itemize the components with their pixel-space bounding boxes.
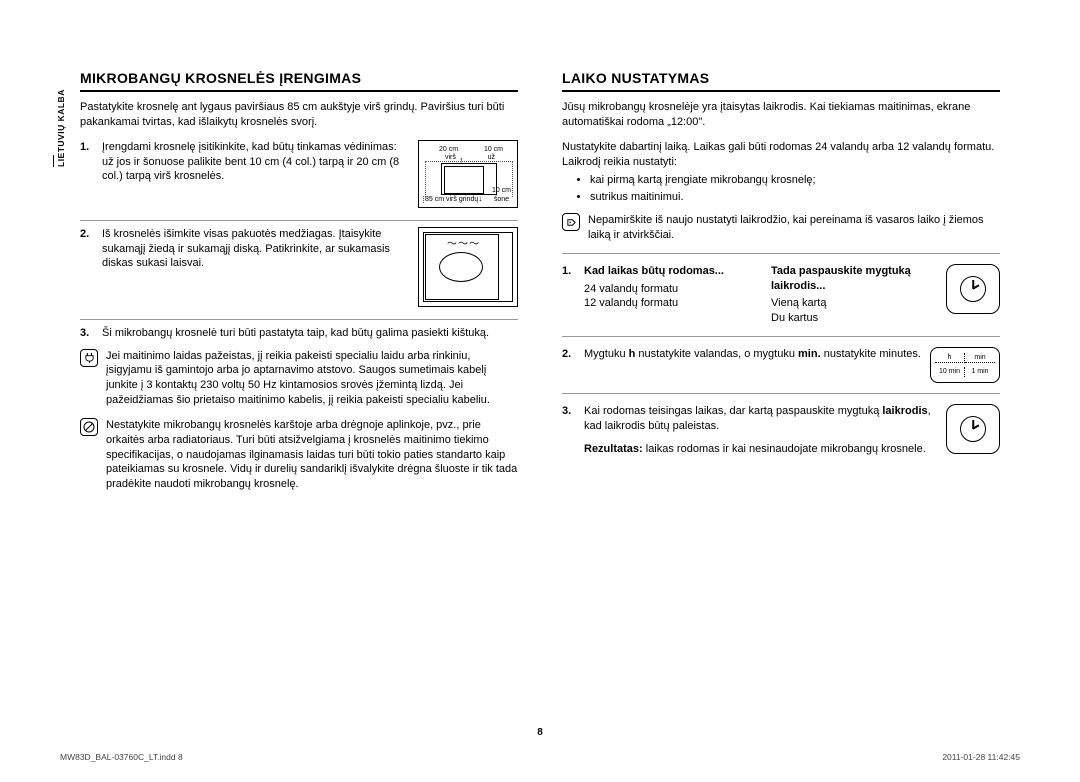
plug-icon (80, 349, 98, 367)
table-cell: Du kartus (771, 311, 938, 326)
bullet-item: kai pirmą kartą įrengiate mikrobangų kro… (590, 173, 1000, 188)
step-3: 3. Kai rodomas teisingas laikas, dar kar… (562, 400, 1000, 461)
note-block: Nepamirškite iš naujo nustatyti laikrodž… (562, 213, 1000, 243)
note-text: Nestatykite mikrobangų krosnelės karštoj… (106, 418, 518, 492)
left-column: MIKROBANGŲ KROSNELĖS ĮRENGIMAS Pastatyki… (80, 70, 528, 690)
list-item: 1. 20 cm 10 cm virš už ↑ 85 cm virš grin… (80, 140, 518, 214)
step-number: 2. (562, 347, 576, 362)
clearance-diagram: 20 cm 10 cm virš už ↑ 85 cm virš grindų↓… (418, 140, 518, 208)
table-cell: 24 valandų formatu (584, 282, 751, 297)
note-block: Jei maitinimo laidas pažeistas, jį reiki… (80, 349, 518, 408)
list-item: 2. 〜〜〜 Iš krosnelės išimkite visas pakuo… (80, 227, 518, 313)
side-tab: LIETUVIŲ KALBA (53, 155, 65, 275)
bullet-list: kai pirmą kartą įrengiate mikrobangų kro… (562, 173, 1000, 205)
table-header: Tada paspauskite mygtuką laikrodis... (771, 264, 938, 294)
item-number: 3. (80, 326, 94, 341)
item-text: Įrengdami krosnelę įsitikinkite, kad būt… (102, 141, 399, 183)
table-cell: Vieną kartą (771, 296, 938, 311)
step-2: 2. Mygtuku h nustatykite valandas, o myg… (562, 343, 1000, 387)
footer-left: MW83D_BAL-03760C_LT.indd 8 (60, 752, 183, 762)
table-cell: 12 valandų formatu (584, 296, 751, 311)
hmin-button-icon: hmin 10 min1 min (930, 347, 1000, 383)
note-block: Nestatykite mikrobangų krosnelės karštoj… (80, 418, 518, 492)
page-number: 8 (537, 727, 543, 738)
reminder-icon (562, 213, 580, 231)
warning-icon (80, 418, 98, 436)
step-number: 3. (562, 404, 576, 419)
left-heading: MIKROBANGŲ KROSNELĖS ĮRENGIMAS (80, 70, 518, 92)
right-intro1: Jūsų mikrobangų krosnelėje yra įtaisytas… (562, 100, 1000, 130)
left-intro: Pastatykite krosnelę ant lygaus paviršia… (80, 100, 518, 130)
item-text: Ši mikrobangų krosnelė turi būti pastaty… (102, 326, 518, 341)
bullet-item: sutrikus maitinimui. (590, 190, 1000, 205)
separator (562, 336, 1000, 337)
step-number: 1. (562, 264, 576, 279)
step-text: Kai rodomas teisingas laikas, dar kartą … (584, 404, 938, 434)
clock-button-icon (946, 404, 1000, 454)
separator (562, 253, 1000, 254)
table-header: Kad laikas būtų rodomas... (584, 264, 751, 279)
right-column: LAIKO NUSTATYMAS Jūsų mikrobangų krosnel… (552, 70, 1000, 690)
separator (562, 393, 1000, 394)
format-table: Kad laikas būtų rodomas... 24 valandų fo… (584, 264, 938, 326)
clock-button-icon (946, 264, 1000, 314)
step-1: 1. Kad laikas būtų rodomas... 24 valandų… (562, 260, 1000, 330)
turntable-diagram: 〜〜〜 (418, 227, 518, 307)
result-line: Rezultatas: laikas rodomas ir kai nesina… (584, 442, 938, 457)
footer-right: 2011-01-28 11:42:45 (942, 752, 1020, 762)
note-text: Jei maitinimo laidas pažeistas, jį reiki… (106, 349, 518, 408)
step-text: Mygtuku h nustatykite valandas, o mygtuk… (584, 347, 922, 362)
right-heading: LAIKO NUSTATYMAS (562, 70, 1000, 92)
separator (80, 319, 518, 320)
separator (80, 220, 518, 221)
item-number: 1. (80, 140, 94, 214)
right-intro2: Nustatykite dabartinį laiką. Laikas gali… (562, 140, 1000, 170)
note-text: Nepamirškite iš naujo nustatyti laikrodž… (588, 213, 1000, 243)
page-content: MIKROBANGŲ KROSNELĖS ĮRENGIMAS Pastatyki… (80, 70, 1000, 690)
item-text: Iš krosnelės išimkite visas pakuotės med… (102, 228, 390, 270)
list-item: 3. Ši mikrobangų krosnelė turi būti past… (80, 326, 518, 341)
item-number: 2. (80, 227, 94, 313)
